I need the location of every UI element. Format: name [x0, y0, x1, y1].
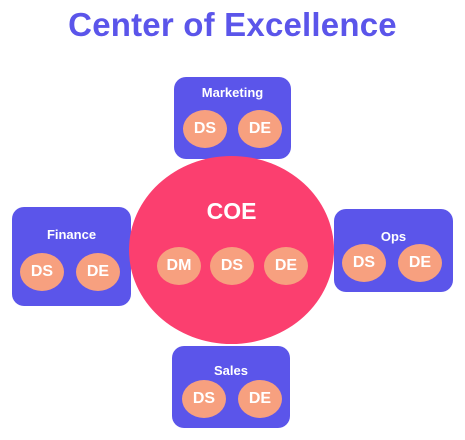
role-badge-ds: DS	[182, 380, 226, 418]
team-box-finance: Finance DS DE	[12, 207, 131, 306]
coe-label: COE	[206, 198, 257, 224]
role-badge-de: DE	[264, 247, 308, 285]
role-badge-ds: DS	[183, 110, 227, 148]
role-badge-dm: DM	[157, 247, 201, 285]
page-title: Center of Excellence	[68, 6, 397, 43]
team-label-marketing: Marketing	[201, 85, 264, 100]
role-badge-ds: DS	[342, 244, 386, 282]
role-badge-ds: DS	[210, 247, 254, 285]
team-box-marketing: Marketing DS DE	[174, 77, 291, 159]
role-badge-de: DE	[238, 110, 282, 148]
role-badge-de: DE	[76, 253, 120, 291]
team-label-sales: Sales	[214, 363, 248, 378]
team-box-ops: Ops DS DE	[334, 209, 453, 292]
team-label-finance: Finance	[46, 227, 97, 242]
coe-circle: COE DM DS DE	[129, 156, 334, 344]
team-box-sales: Sales DS DE	[172, 346, 290, 428]
role-badge-ds: DS	[20, 253, 64, 291]
role-badge-de: DE	[238, 380, 282, 418]
role-badge-de: DE	[398, 244, 442, 282]
team-label-ops: Ops	[380, 229, 407, 244]
